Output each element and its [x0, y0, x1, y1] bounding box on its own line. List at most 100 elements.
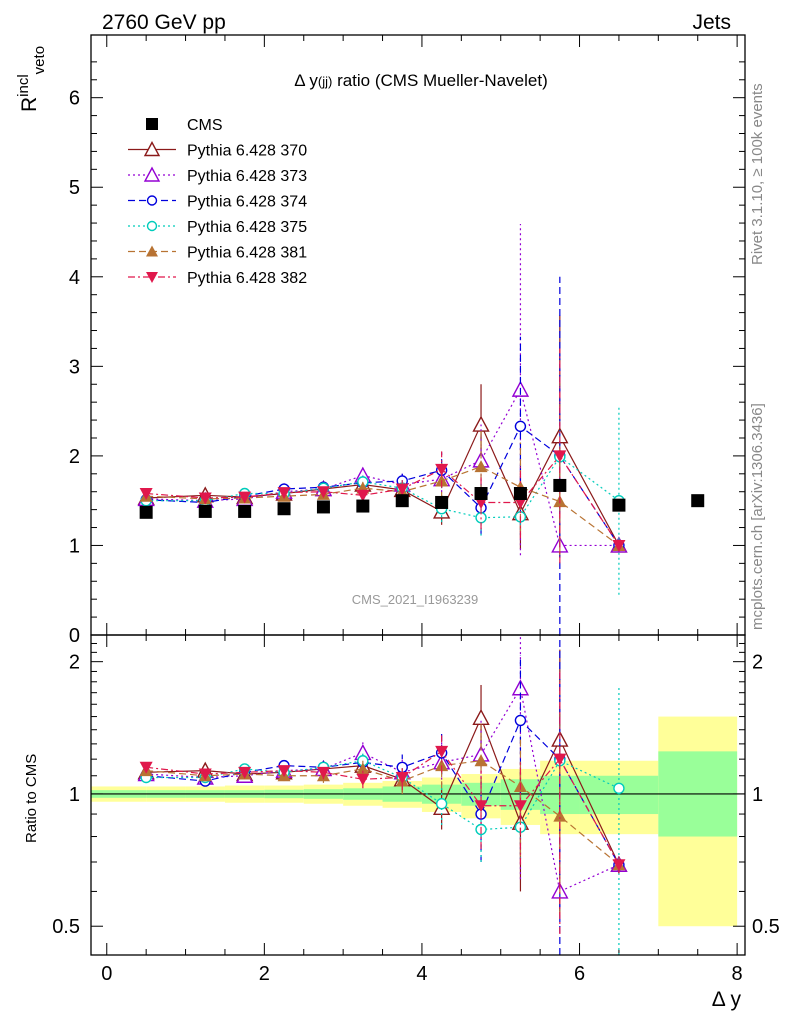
- ratio-y-tick-label: 0.5: [52, 916, 80, 938]
- main-y-tick-label: 5: [69, 177, 80, 199]
- data-point: [277, 502, 291, 516]
- series-line: [146, 425, 620, 546]
- x-tick-label: 6: [574, 963, 585, 985]
- data-point: [435, 745, 449, 758]
- ratio-plot-frame: [90, 634, 746, 956]
- data-point: [198, 492, 212, 505]
- data-point: [356, 773, 370, 786]
- ylabel-sup: incl: [15, 74, 32, 97]
- data-point: [613, 782, 625, 795]
- data-point: [474, 460, 488, 473]
- series-line: [146, 423, 620, 546]
- series-line: [146, 760, 620, 866]
- data-point: [472, 415, 490, 432]
- legend-marker: [146, 272, 158, 283]
- data-point: [513, 800, 527, 813]
- data-point: [514, 420, 527, 433]
- series-line: [146, 454, 620, 546]
- data-point: [316, 486, 330, 499]
- data-point: [474, 754, 488, 767]
- data-point: [474, 487, 488, 501]
- legend-label: Pythia 6.428 375: [187, 219, 307, 236]
- data-point: [139, 488, 153, 501]
- analysis-id-label: CMS_2021_I1963239: [352, 592, 479, 607]
- series-line: [146, 686, 620, 893]
- main-y-tick-label: 3: [69, 356, 80, 378]
- data-point: [356, 499, 370, 513]
- main-y-tick-label: 6: [69, 88, 80, 110]
- ylabel-main: R: [18, 97, 41, 112]
- legend-entry: Pythia 6.428 373: [128, 166, 307, 185]
- data-point: [238, 491, 252, 504]
- legend-marker: [143, 141, 161, 157]
- x-tick-label: 4: [416, 963, 427, 985]
- data-point: [472, 708, 490, 726]
- data-point: [139, 505, 153, 519]
- title-sub: (jj): [318, 74, 332, 89]
- ratio-bands: [91, 716, 745, 927]
- main-y-tick-label: 4: [69, 267, 80, 289]
- mcplots-label: mcplots.cern.ch [arXiv:1306.3436]: [749, 403, 766, 630]
- y-axis-title-main: Rinclveto: [15, 46, 48, 112]
- x-tick-label: 0: [101, 963, 112, 985]
- main-y-tick-label: 2: [69, 446, 80, 468]
- legend-label: Pythia 6.428 381: [187, 245, 307, 262]
- data-point: [277, 765, 291, 778]
- title-rest: ratio (CMS Mueller-Navelet): [332, 71, 547, 90]
- legend-entry: Pythia 6.428 370: [128, 141, 307, 160]
- svg-text:Rinclveto: Rinclveto: [15, 46, 48, 112]
- header-jets-label: Jets: [692, 11, 731, 34]
- series-line: [146, 465, 620, 546]
- ratio-y-tick-label: 2: [69, 652, 80, 674]
- legend-marker: [146, 220, 158, 232]
- x-tick-label: 8: [732, 963, 743, 985]
- ratio-y-tick-label-right: 1: [752, 784, 763, 806]
- legend: CMS Pythia 6.428 370 Pythia 6.428 373 Pythi…: [128, 117, 307, 287]
- series-main-pythia-6-428-370: [137, 315, 628, 558]
- data-point: [198, 504, 212, 518]
- main-y-tick-label: 0: [69, 625, 80, 647]
- data-point: [139, 761, 153, 774]
- data-point: [612, 859, 626, 872]
- data-point: [612, 498, 626, 512]
- legend-label: Pythia 6.428 373: [187, 168, 307, 185]
- data-point: [198, 768, 212, 781]
- series-main-pythia-6-428-382: [139, 348, 626, 564]
- data-point: [356, 762, 370, 775]
- x-tick-label: 2: [259, 963, 270, 985]
- legend-entry: CMS: [146, 117, 223, 134]
- legend-marker: [146, 195, 158, 206]
- data-point: [356, 489, 370, 502]
- plot-frames: [90, 34, 746, 956]
- data-point: [553, 450, 567, 463]
- data-point: [238, 504, 252, 518]
- x-axis-title: Δ y: [712, 988, 742, 1011]
- series-line: [146, 750, 620, 866]
- data-point: [395, 771, 409, 784]
- data-point: [316, 500, 330, 514]
- ratio-y-axis-title: Ratio to CMS: [23, 754, 40, 843]
- data-point: [691, 494, 705, 508]
- title-main: Δ y: [294, 71, 318, 90]
- legend-entry: Pythia 6.428 375: [128, 219, 307, 236]
- legend-label: CMS: [187, 117, 223, 134]
- ratio-y-tick-label-right: 2: [752, 652, 763, 674]
- data-point: [435, 495, 449, 509]
- data-point: [553, 753, 567, 766]
- legend-label: Pythia 6.428 370: [187, 143, 307, 160]
- data-point: [612, 539, 626, 552]
- data-point: [435, 798, 448, 810]
- data-point: [238, 766, 252, 779]
- series-line: [146, 759, 620, 831]
- data-point: [553, 478, 567, 492]
- data-point: [553, 809, 567, 822]
- legend-marker: [146, 118, 158, 130]
- ratio-y-tick-label-right: 0.5: [752, 916, 780, 938]
- ratio-y-tick-label: 1: [69, 784, 80, 806]
- series-main-cms: [139, 478, 705, 519]
- header-energy-label: 2760 GeV pp: [102, 11, 226, 34]
- data-point: [395, 494, 409, 508]
- legend-entry: Pythia 6.428 381: [128, 245, 307, 262]
- legend-entry: Pythia 6.428 382: [128, 270, 307, 287]
